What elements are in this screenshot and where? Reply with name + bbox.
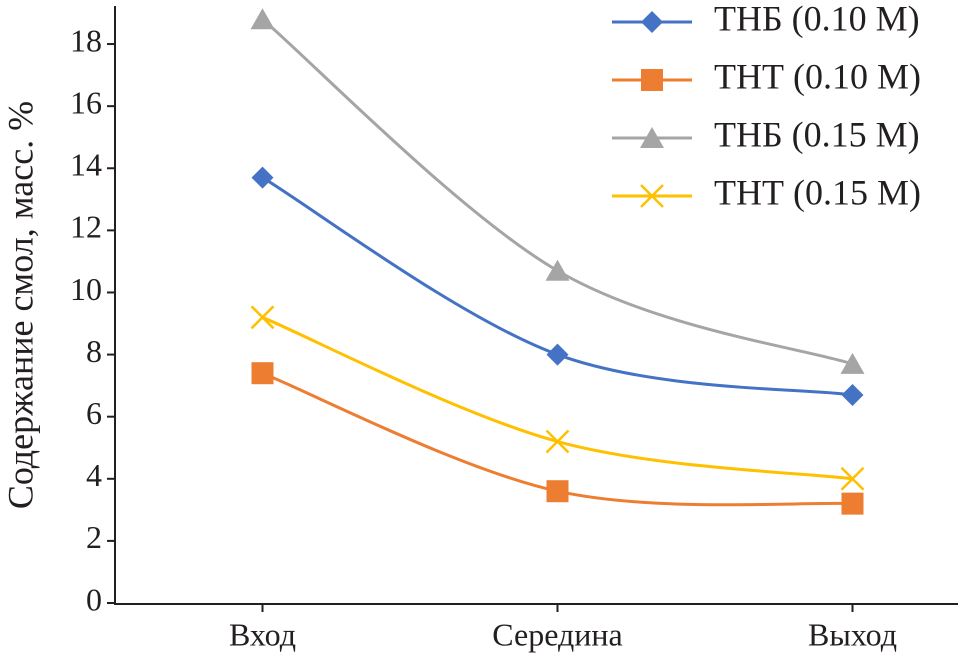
legend-marker (641, 11, 663, 33)
legend-marker (641, 69, 663, 91)
data-point (546, 480, 569, 503)
y-tick-label: 6 (86, 395, 102, 431)
y-tick-label: 18 (70, 22, 102, 58)
y-tick-label: 10 (70, 271, 102, 307)
data-point (841, 492, 864, 515)
y-tick-label: 0 (86, 581, 102, 617)
legend-label: ТНБ (0.10 М) (714, 0, 920, 38)
data-point (840, 352, 865, 374)
data-point (545, 259, 570, 281)
legend-marker (640, 127, 664, 148)
y-tick-label: 14 (70, 147, 102, 183)
x-tick-label: Выход (808, 616, 897, 652)
y-tick-label: 12 (70, 209, 102, 245)
y-tick-label: 4 (86, 457, 102, 493)
y-tick-label: 16 (70, 85, 102, 121)
y-tick-label: 8 (86, 333, 102, 369)
legend-marker (640, 184, 664, 208)
data-point (251, 166, 274, 189)
data-point (841, 383, 864, 406)
y-axis-label: Содержание смол, масс. % (0, 101, 40, 509)
legend-label: ТНБ (0.15 М) (714, 114, 920, 154)
x-tick-label: Вход (229, 616, 296, 652)
data-point (250, 305, 275, 330)
data-point (545, 429, 570, 454)
legend-label: ТНТ (0.15 М) (714, 172, 921, 212)
data-point (546, 343, 569, 366)
data-point (251, 362, 274, 385)
legend-label: ТНТ (0.10 М) (714, 56, 921, 96)
x-tick-label: Середина (492, 616, 622, 652)
data-point (840, 466, 865, 491)
data-point (250, 8, 275, 30)
y-tick-label: 2 (86, 519, 102, 555)
